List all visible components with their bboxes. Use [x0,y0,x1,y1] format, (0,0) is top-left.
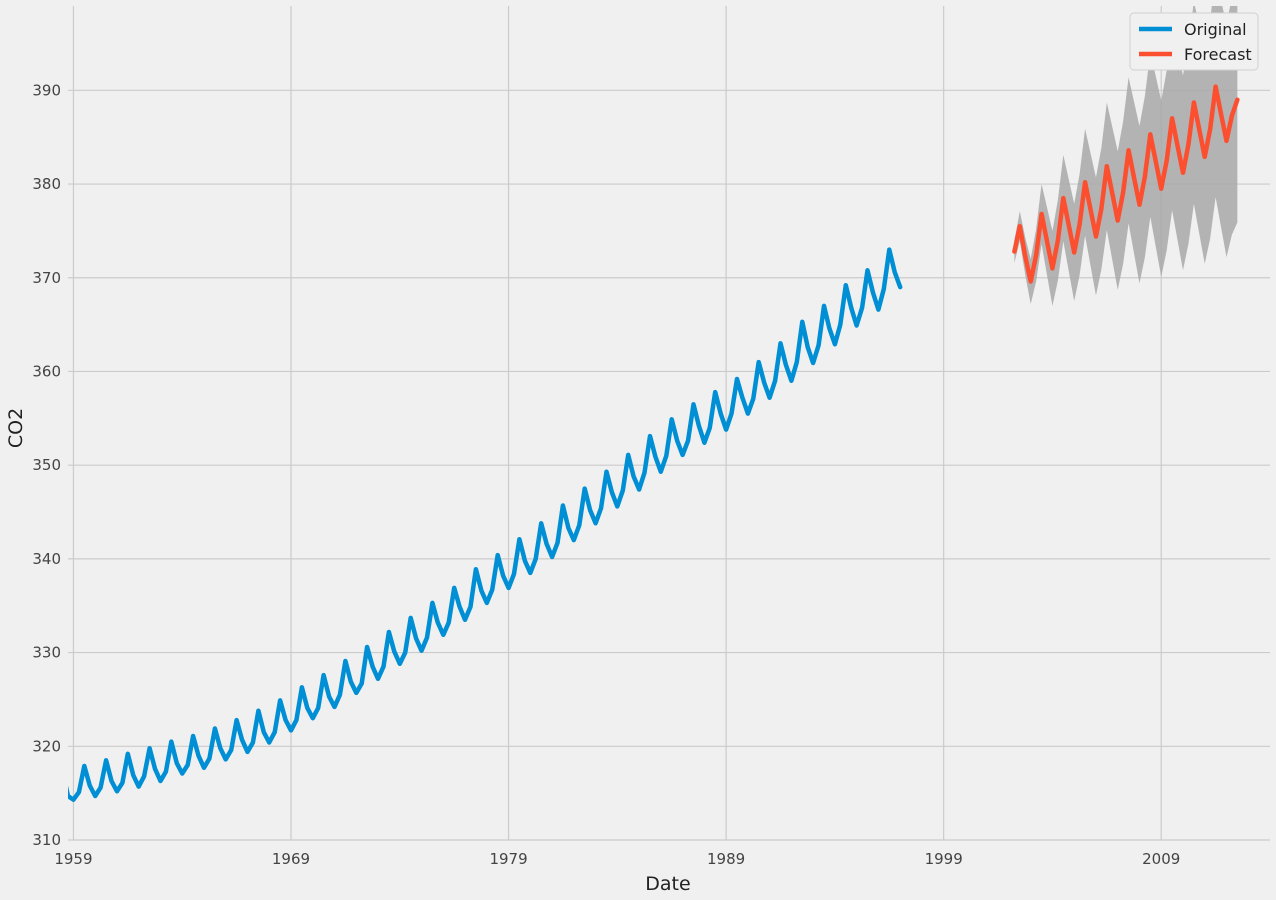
x-axis-label: Date [645,873,690,895]
series-line-forecast [1012,84,1240,284]
series-line-original [68,247,903,802]
y-tick-label: 370 [32,269,61,287]
y-tick-label: 350 [32,456,61,474]
x-tick-label: 2009 [1142,850,1180,868]
legend-label-original: Original [1184,20,1247,39]
y-tick-label: 330 [32,644,61,662]
y-tick-label: 310 [32,831,61,849]
y-tick-label: 390 [32,81,61,99]
x-tick-label: 1969 [272,850,310,868]
y-tick-label: 380 [32,175,61,193]
x-tick-label: 1989 [707,850,745,868]
tick-labels: 310 320 330 340 350 360 370 380 390 1959 1969 1979 1… [32,81,1180,868]
legend: Original Forecast [1129,12,1259,71]
y-tick-label: 320 [32,737,61,755]
y-tick-label: 340 [32,550,61,568]
legend-label-forecast: Forecast [1184,45,1252,64]
x-tick-label: 1999 [925,850,963,868]
series-layer [68,84,1240,802]
x-tick-label: 1979 [489,850,527,868]
grid-lines [68,6,1270,841]
y-axis-label: CO2 [5,408,27,448]
y-tick-label: 360 [32,362,61,380]
x-tick-label: 1959 [54,850,92,868]
